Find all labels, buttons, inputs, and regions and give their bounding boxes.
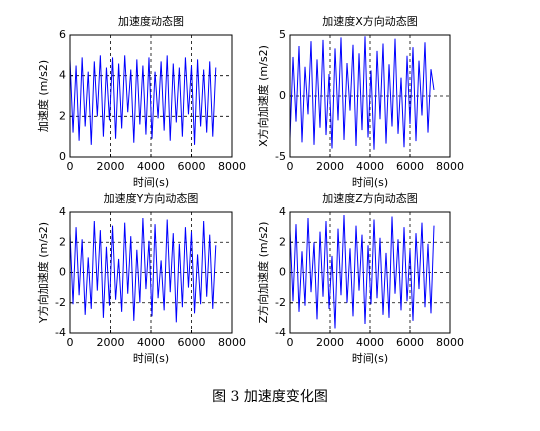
x-axis-label: 时间(s) <box>133 352 169 365</box>
y-tick-label: 2 <box>59 235 66 248</box>
data-line <box>289 215 435 329</box>
y-tick-label: 2 <box>279 235 286 248</box>
x-tick-label: 4000 <box>356 336 384 349</box>
caption: 图 3 加速度变化图 <box>212 389 328 405</box>
x-tick-label: 2000 <box>316 336 344 349</box>
x-tick-label: 2000 <box>316 160 344 173</box>
data-line <box>289 36 435 150</box>
x-tick-label: 2000 <box>97 336 125 349</box>
x-tick-label: 8000 <box>218 160 246 173</box>
data-line <box>69 55 217 145</box>
chart-title: 加速度X方向动态图 <box>322 14 418 28</box>
x-tick-label: 6000 <box>178 336 206 349</box>
data-line <box>69 218 217 323</box>
y-tick-label: 0 <box>279 89 286 102</box>
y-axis-label: Z方向加速度 (m/s2) <box>256 222 270 324</box>
y-axis-label: X方向加速度 (m/s2) <box>256 45 270 147</box>
x-tick-label: 6000 <box>178 160 206 173</box>
y-tick-label: 0 <box>59 150 66 163</box>
x-tick-label: 8000 <box>218 336 246 349</box>
x-tick-label: 6000 <box>396 336 424 349</box>
chart-title: 加速度Z方向动态图 <box>322 191 418 205</box>
y-tick-label: 0 <box>279 266 286 279</box>
y-tick-label: 5 <box>279 28 286 41</box>
y-tick-label: -4 <box>55 326 66 339</box>
y-axis-label: 加速度 (m/s2) <box>36 60 50 132</box>
y-tick-label: 4 <box>279 205 286 218</box>
x-tick-label: 0 <box>67 336 74 349</box>
x-tick-label: 6000 <box>396 160 424 173</box>
x-tick-label: 8000 <box>436 336 464 349</box>
x-axis-label: 时间(s) <box>133 176 169 189</box>
plot-frame <box>289 34 451 158</box>
x-axis-label: 时间(s) <box>352 352 388 365</box>
x-axis-label: 时间(s) <box>352 176 388 189</box>
x-tick-label: 2000 <box>97 160 125 173</box>
x-tick-label: 0 <box>287 160 294 173</box>
x-tick-label: 0 <box>67 160 74 173</box>
y-tick-label: -2 <box>275 296 286 309</box>
x-tick-label: 4000 <box>137 336 165 349</box>
y-tick-label: 4 <box>59 205 66 218</box>
x-tick-label: 8000 <box>436 160 464 173</box>
y-tick-label: 0 <box>59 266 66 279</box>
y-tick-label: -2 <box>55 296 66 309</box>
plot-frame <box>69 34 233 158</box>
plot-frame <box>69 211 233 334</box>
plot-frame <box>289 211 451 334</box>
chart-title: 加速度Y方向动态图 <box>104 191 199 205</box>
y-tick-label: 4 <box>59 69 66 82</box>
chart-title: 加速度动态图 <box>118 14 184 28</box>
y-tick-label: -5 <box>275 150 286 163</box>
y-axis-label: Y方向加速度 (m/s2) <box>36 222 50 324</box>
y-tick-label: 6 <box>59 28 66 41</box>
y-tick-label: 2 <box>59 109 66 122</box>
y-tick-label: -4 <box>275 326 286 339</box>
x-tick-label: 4000 <box>137 160 165 173</box>
x-tick-label: 4000 <box>356 160 384 173</box>
x-tick-label: 0 <box>287 336 294 349</box>
